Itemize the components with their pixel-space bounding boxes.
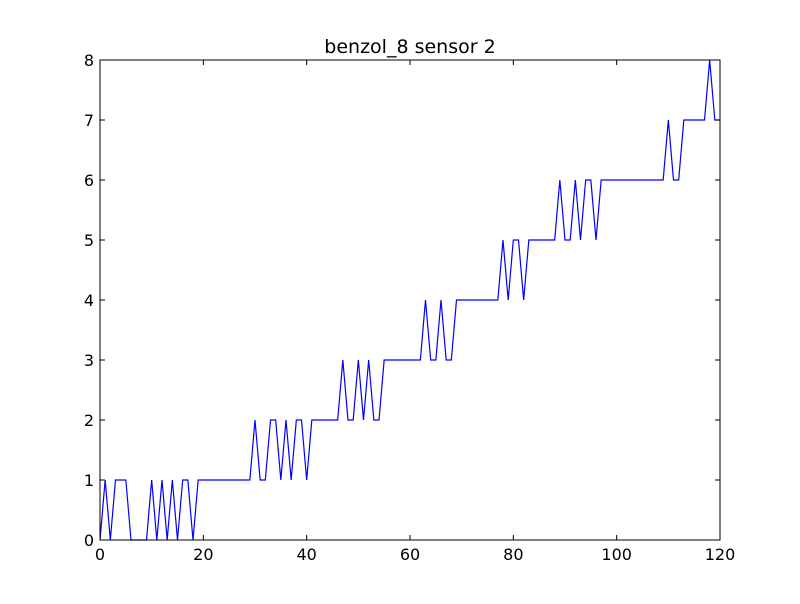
x-tick-label: 120 [705, 545, 736, 564]
y-tick-label: 5 [84, 231, 94, 250]
plot-area [99, 59, 720, 541]
y-tick-label: 8 [84, 51, 94, 70]
y-tick-label: 3 [84, 351, 94, 370]
x-tick-label: 100 [601, 545, 632, 564]
x-tick-label: 80 [503, 545, 523, 564]
y-tick-label: 4 [84, 291, 94, 310]
y-tick-label: 0 [84, 531, 94, 550]
x-tick-label: 0 [95, 545, 105, 564]
axes: 0 20 40 60 80 100 120 0 1 2 3 4 5 6 7 8 [84, 51, 735, 564]
y-tick-label: 6 [84, 171, 94, 190]
series-line-0 [99, 59, 720, 541]
x-tick-label: 20 [193, 545, 213, 564]
chart-title: benzol_8 sensor 2 [324, 36, 495, 58]
x-tick-label: 40 [296, 545, 316, 564]
y-tick-label: 7 [84, 111, 94, 130]
y-tick-label: 1 [84, 471, 94, 490]
y-tick-label: 2 [84, 411, 94, 430]
x-tick-label: 60 [400, 545, 420, 564]
